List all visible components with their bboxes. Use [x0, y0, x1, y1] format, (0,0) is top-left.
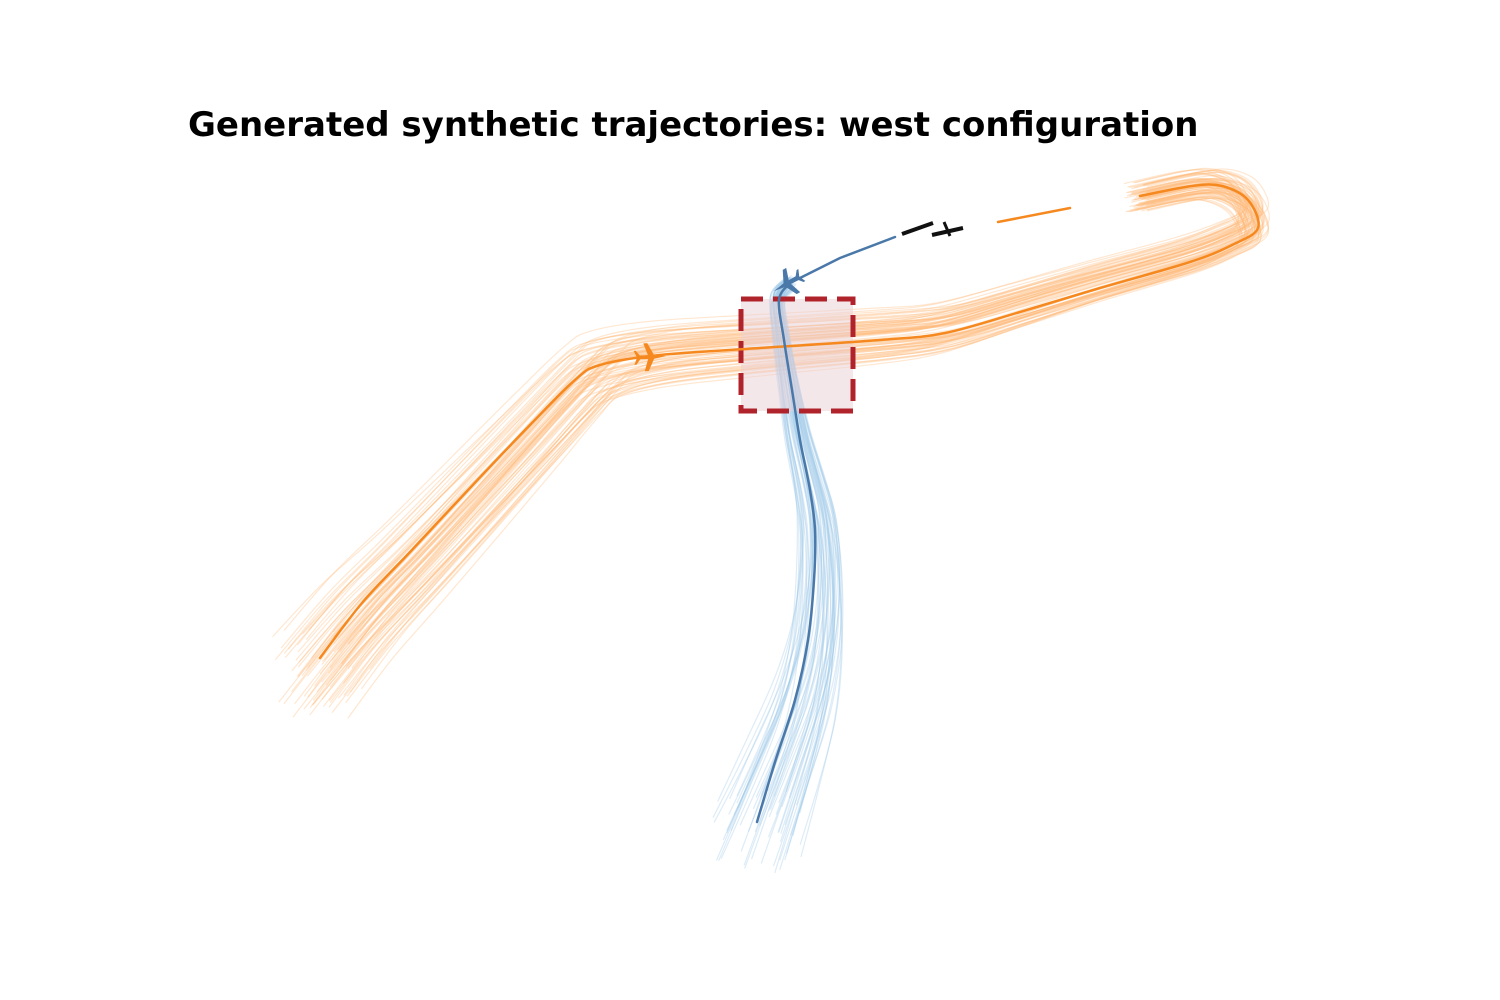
orange-sample-line — [292, 198, 1242, 718]
orange-sample-line — [297, 180, 1245, 646]
orange-sample-line — [297, 186, 1244, 677]
orange-sample-line — [323, 192, 1253, 707]
orange-sample-line — [283, 199, 1243, 705]
runways — [901, 221, 964, 237]
orange-sample-line — [308, 167, 1249, 630]
orange-sample-line — [294, 196, 1248, 704]
orange-sample-line — [316, 189, 1260, 693]
orange-sample-line — [341, 182, 1260, 665]
orange-sample-line — [312, 191, 1256, 705]
orange-sample-line — [298, 177, 1250, 663]
orange-sample-line — [343, 192, 1270, 696]
orange-sample-line — [307, 196, 1248, 698]
orange-sample-line — [340, 178, 1260, 664]
orange-sample-line — [331, 185, 1265, 661]
orange-sample-line — [347, 186, 1264, 669]
orange-sample-line — [349, 187, 1263, 693]
orange-sample-line — [283, 182, 1240, 654]
orange-sample-line — [321, 189, 1257, 700]
orange-sample-line — [369, 179, 1270, 670]
orange-sample-line — [287, 173, 1249, 650]
orange-sample-line — [307, 184, 1248, 677]
orange-sample-line — [275, 184, 1239, 660]
orange-sample-line — [338, 189, 1264, 699]
orange-sample-line — [314, 192, 1258, 687]
orange-sample-line — [278, 198, 1241, 703]
orange-sample-line — [301, 185, 1246, 676]
conflict-box — [738, 296, 856, 414]
orange-sample-line — [321, 183, 1254, 683]
orange-plane-icon — [633, 343, 666, 372]
orange-sample-line — [338, 169, 1260, 639]
orange-sample-line — [329, 191, 1256, 703]
orange-sample-line — [337, 182, 1259, 650]
orange-sample-line — [347, 177, 1262, 645]
orange-sample-line — [313, 191, 1250, 701]
blue-reference-line — [755, 281, 817, 824]
orange-sample-trajectories — [272, 167, 1270, 719]
orange-sample-line — [322, 180, 1253, 662]
orange-sample-line — [309, 192, 1251, 708]
orange-sample-line — [291, 181, 1242, 672]
orange-sample-line — [297, 174, 1247, 653]
orange-sample-line — [280, 178, 1240, 649]
orange-sample-line — [359, 168, 1270, 632]
orange-sample-line — [345, 179, 1266, 667]
orange-sample-line — [330, 183, 1257, 681]
orange-sample-line — [298, 179, 1253, 668]
runway-1 — [901, 221, 934, 236]
orange-sample-line — [333, 175, 1261, 652]
orange-sample-line — [303, 193, 1246, 710]
reference-trajectories — [318, 183, 1260, 824]
orange-sample-line — [311, 195, 1249, 706]
orange-sample-line — [351, 182, 1264, 669]
orange-sample-line — [331, 195, 1260, 713]
orange-sample-line — [305, 180, 1247, 671]
orange-sample-line — [296, 188, 1244, 677]
orange-sample-line — [272, 169, 1242, 637]
orange-sample-line — [339, 181, 1259, 652]
orange-sample-line — [328, 185, 1256, 674]
chart-title: Generated synthetic trajectories: west c… — [188, 105, 1199, 145]
orange-sample-line — [333, 171, 1264, 645]
orange-sample-line — [348, 171, 1264, 645]
orange-sample-line — [291, 193, 1246, 693]
blue-plane-icon — [774, 267, 806, 295]
orange-sample-line — [311, 182, 1249, 659]
orange-sample-line — [309, 196, 1254, 716]
orange-final-approach-line — [996, 206, 1072, 224]
orange-sample-line — [328, 190, 1256, 701]
orange-reference-line — [318, 183, 1260, 660]
orange-sample-line — [319, 181, 1253, 674]
orange-sample-line — [361, 190, 1269, 689]
runway-2-crossing — [942, 221, 952, 237]
orange-sample-line — [284, 177, 1243, 658]
orange-sample-line — [329, 183, 1260, 669]
orange-sample-line — [283, 172, 1244, 631]
orange-sample-line — [295, 178, 1246, 661]
blue-final-approach-line — [788, 235, 897, 285]
orange-sample-line — [303, 194, 1246, 697]
orange-sample-line — [324, 178, 1256, 661]
direction-markers — [633, 267, 806, 372]
orange-sample-line — [321, 178, 1253, 665]
orange-sample-line — [328, 197, 1260, 708]
